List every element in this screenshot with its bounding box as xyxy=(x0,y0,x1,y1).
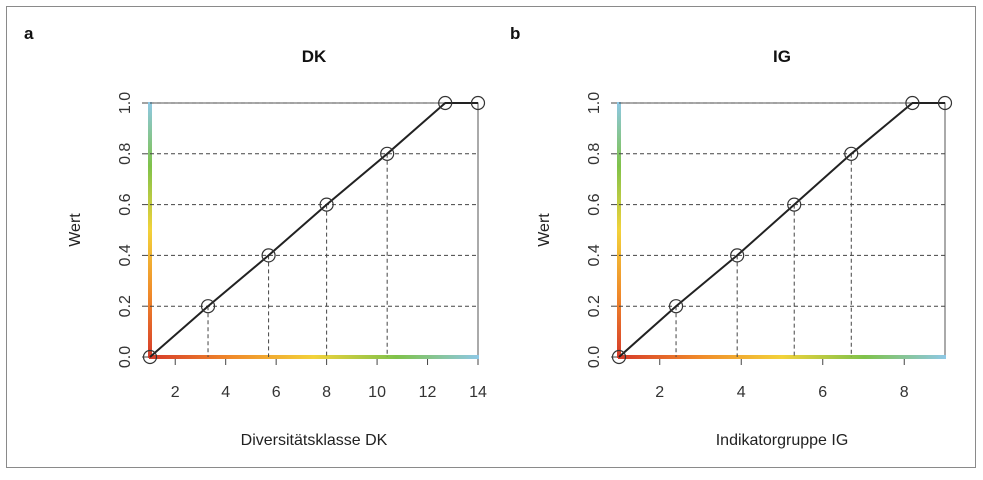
data-point xyxy=(668,299,684,314)
x-axis-label: Indikatorgruppe IG xyxy=(716,432,849,449)
panel-a: a DK 2 4 6 8 10 12 14 0.0 0.2 0.4 0.6 0.8 1.0 Diversitä… xyxy=(24,24,487,449)
x-tick-label: 6 xyxy=(272,384,281,401)
data-point xyxy=(380,146,395,161)
panel-b: b IG 2 4 6 8 0.0 0.2 0.4 0.6 0.8 1.0 Indikatorgruppe… xyxy=(510,24,953,449)
data-point xyxy=(438,95,453,111)
y-axis-label: Wert xyxy=(67,213,84,247)
x-tick-label: 4 xyxy=(737,384,746,401)
x-tick-label: 10 xyxy=(368,384,386,401)
y-tick-label: 0.8 xyxy=(586,143,603,165)
y-axis-color-band xyxy=(617,102,621,358)
panel-letter: a xyxy=(24,24,34,43)
data-point xyxy=(905,95,920,111)
y-tick-label: 0.6 xyxy=(117,193,134,215)
data-point xyxy=(319,197,334,212)
y-tick-label: 0.4 xyxy=(117,244,134,266)
y-tick-label: 1.0 xyxy=(586,92,603,114)
y-tick-label: 0.0 xyxy=(117,346,134,368)
y-tick-label: 0.2 xyxy=(117,295,134,317)
y-tick-label: 1.0 xyxy=(117,92,134,114)
y-tick-label: 0.8 xyxy=(117,143,134,165)
data-point xyxy=(937,95,953,111)
x-tick-label: 6 xyxy=(818,384,827,401)
data-point xyxy=(844,146,859,161)
x-tick-label: 8 xyxy=(900,384,909,401)
chart-title: DK xyxy=(302,47,327,66)
y-axis-color-band xyxy=(148,102,152,358)
panel-letter: b xyxy=(510,24,520,43)
x-axis-color-band xyxy=(149,355,479,359)
data-point xyxy=(261,248,276,263)
x-tick-label: 12 xyxy=(419,384,437,401)
series-line xyxy=(618,102,945,358)
chart-title: IG xyxy=(773,47,791,66)
data-point xyxy=(200,299,216,314)
x-tick-label: 2 xyxy=(655,384,664,401)
x-tick-label: 2 xyxy=(171,384,180,401)
data-point xyxy=(787,197,802,212)
data-point xyxy=(470,95,486,111)
x-axis-color-band xyxy=(618,355,946,359)
y-tick-label: 0.4 xyxy=(586,244,603,266)
x-tick-label: 14 xyxy=(469,384,487,401)
series-line xyxy=(149,102,478,358)
y-tick-label: 0.2 xyxy=(586,295,603,317)
figure-frame xyxy=(6,6,976,468)
y-tick-label: 0.0 xyxy=(586,346,603,368)
y-tick-label: 0.6 xyxy=(586,193,603,215)
y-axis-label: Wert xyxy=(536,213,553,247)
x-axis-label: Diversitätsklasse DK xyxy=(241,432,388,449)
data-point xyxy=(730,248,745,263)
x-tick-label: 8 xyxy=(322,384,331,401)
x-tick-label: 4 xyxy=(221,384,230,401)
